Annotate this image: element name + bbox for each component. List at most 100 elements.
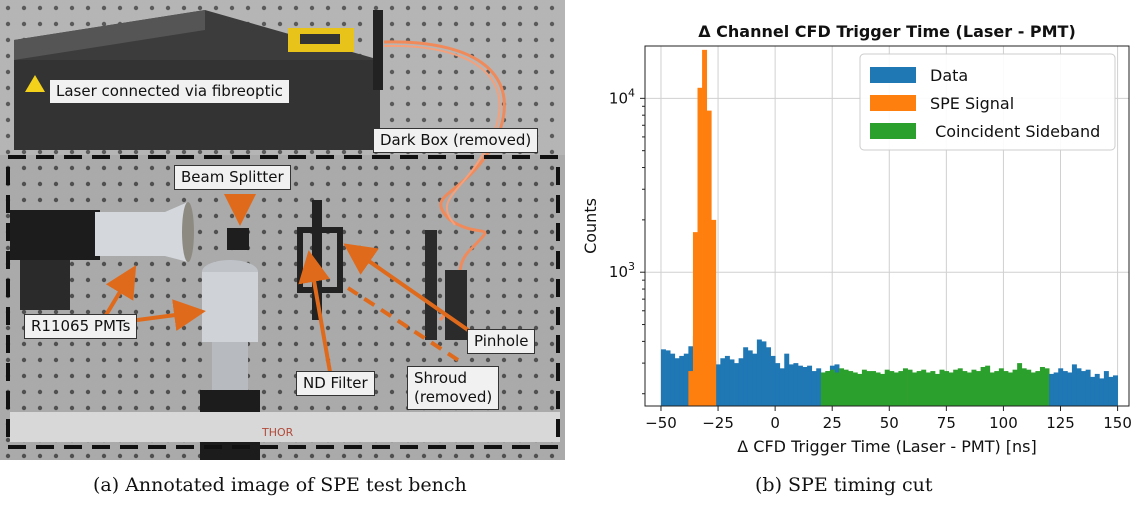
histogram-bar: [921, 369, 927, 406]
histogram-bar: [1035, 371, 1041, 406]
histogram-bar: [898, 371, 904, 406]
histogram-bar: [852, 372, 858, 406]
legend-swatch: [870, 67, 916, 83]
histogram-bar: [692, 232, 698, 406]
timing-histogram: Δ Channel CFD Trigger Time (Laser - PMT)…: [581, 22, 1131, 456]
histogram-bar: [939, 369, 945, 406]
x-tick-label: −50: [645, 414, 677, 432]
histogram-bar: [834, 372, 840, 406]
legend-label: Coincident Sideband: [930, 122, 1100, 141]
histogram-bar: [761, 341, 767, 406]
histogram-bar: [1058, 368, 1064, 406]
ruler: [10, 412, 560, 442]
histogram-bar: [930, 371, 936, 406]
histogram-bar: [720, 358, 726, 406]
histogram-bar: [989, 372, 995, 406]
shroud-label-line1: Shroud: [414, 369, 468, 387]
histogram-bar: [1108, 376, 1114, 406]
histogram-bar: [747, 350, 753, 406]
x-tick-label: 50: [880, 414, 899, 432]
histogram-bar: [1071, 364, 1077, 406]
histogram-bar: [957, 368, 963, 406]
histogram-bar: [902, 368, 908, 406]
histogram-bar: [1012, 369, 1018, 406]
histogram-bar: [880, 373, 886, 406]
beam-splitter-label: Beam Splitter: [174, 165, 291, 190]
chart-title: Δ Channel CFD Trigger Time (Laser - PMT): [698, 22, 1076, 41]
histogram-bar: [1081, 371, 1087, 406]
histogram-bar: [848, 371, 854, 406]
x-tick-label: 0: [770, 414, 780, 432]
histogram-bar: [729, 359, 735, 406]
histogram-bar: [1008, 372, 1013, 406]
histogram-bar: [1044, 368, 1050, 406]
fiber-cable: [383, 40, 506, 322]
histogram-bar: [1062, 371, 1068, 406]
histogram-bar: [683, 353, 689, 406]
histogram-bar: [966, 372, 972, 406]
x-tick-label: −25: [702, 414, 734, 432]
caption-a: (a) Annotated image of SPE test bench: [93, 474, 467, 496]
legend-label: SPE Signal: [930, 94, 1014, 113]
histogram-bar: [788, 364, 794, 406]
histogram-bar: [702, 49, 708, 406]
histogram-bar: [756, 339, 762, 406]
test-bench-photo: THOR Laser connected via fibreoptic Dark…: [0, 0, 565, 460]
histogram-bar: [724, 355, 730, 406]
histogram-bar: [734, 363, 740, 406]
histogram-bar: [1017, 363, 1023, 406]
histogram-bar: [752, 353, 758, 406]
histogram-bar: [1053, 372, 1059, 406]
caption-b: (b) SPE timing cut: [755, 474, 933, 496]
histogram-bar: [857, 373, 863, 406]
histogram-bar: [985, 365, 991, 406]
histogram-bar: [1099, 378, 1105, 406]
y-axis-label: Counts: [581, 198, 600, 254]
chart-bars: [660, 49, 1118, 407]
legend-label: Data: [930, 66, 968, 85]
legend-frame: [859, 53, 1116, 151]
histogram-bar: [674, 358, 680, 406]
x-tick-label: 125: [1046, 414, 1075, 432]
y-tick-label: 103: [609, 260, 635, 281]
histogram-bar: [816, 368, 822, 406]
histogram-bar: [797, 365, 803, 406]
histogram-bar: [907, 369, 913, 406]
histogram-bar: [1067, 372, 1073, 406]
legend-swatch: [870, 95, 916, 111]
histogram-bar: [779, 368, 785, 406]
histogram-bar: [916, 371, 922, 406]
laser-label: Laser connected via fibreoptic: [49, 79, 290, 104]
histogram-bar: [871, 371, 876, 406]
shroud-label-line2: (removed): [414, 388, 493, 406]
histogram-bar: [829, 369, 835, 406]
histogram-bar: [866, 371, 872, 406]
histogram-bar: [953, 369, 959, 406]
histogram-bar: [948, 372, 954, 406]
histogram-bar: [820, 372, 826, 406]
histogram-bar: [811, 371, 817, 406]
histogram-bar: [962, 371, 968, 406]
x-tick-label: 100: [989, 414, 1018, 432]
histogram-bar: [998, 368, 1004, 406]
histogram-bar: [1039, 366, 1045, 406]
histogram-bar: [770, 355, 776, 406]
histogram-bar: [1003, 371, 1009, 406]
pmt-left: [10, 202, 194, 310]
histogram-bar: [925, 372, 931, 406]
histogram-bar: [994, 371, 1000, 406]
histogram-bar: [976, 371, 982, 406]
histogram-bar: [893, 372, 899, 406]
pmts-label: R11065 PMTs: [24, 314, 138, 339]
x-tick-label: 75: [937, 414, 956, 432]
histogram-bar: [1026, 369, 1032, 406]
histogram-bar: [784, 353, 790, 406]
histogram-bar: [1113, 375, 1118, 406]
histogram-bar: [706, 110, 712, 407]
timing-histogram-panel: Δ Channel CFD Trigger Time (Laser - PMT)…: [570, 0, 1131, 460]
plot-frame: [644, 45, 1130, 407]
histogram-bar: [1030, 372, 1036, 406]
histogram-bar: [1049, 373, 1055, 406]
histogram-bar: [934, 373, 940, 406]
histogram-bar: [1076, 368, 1082, 406]
